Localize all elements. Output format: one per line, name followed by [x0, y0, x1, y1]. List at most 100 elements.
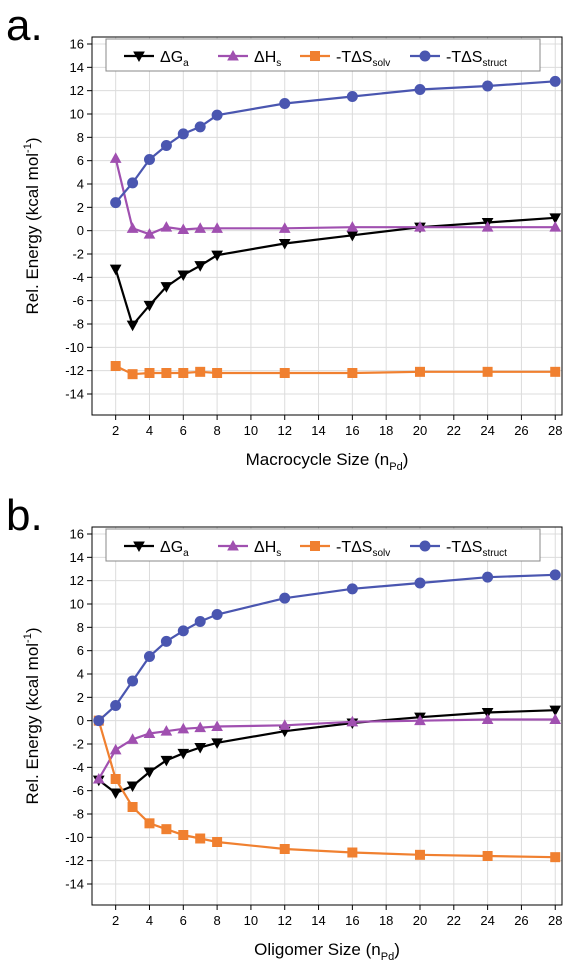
- marker: [126, 781, 139, 793]
- y-tick-label: -14: [65, 387, 84, 402]
- y-tick-label: 10: [70, 107, 84, 122]
- marker: [310, 541, 320, 551]
- marker: [194, 261, 207, 272]
- marker: [177, 722, 190, 734]
- marker: [212, 368, 223, 378]
- marker: [160, 635, 172, 647]
- plot-frame: [91, 36, 563, 416]
- panel-label: b.: [6, 491, 43, 540]
- legend: ΔGa ΔHs -TΔSsolv -TΔSstruct: [105, 38, 541, 72]
- marker: [419, 50, 431, 62]
- y-axis-label-sup: -1: [22, 633, 34, 643]
- marker: [194, 721, 207, 733]
- marker: [347, 847, 358, 858]
- marker: [143, 154, 155, 165]
- marker: [278, 239, 291, 250]
- marker: [143, 228, 156, 239]
- y-axis-label-end: ): [23, 137, 42, 143]
- x-tick-label: 26: [514, 913, 528, 928]
- marker: [110, 197, 122, 209]
- legend-label: ΔGa: [160, 49, 189, 69]
- marker: [550, 852, 561, 863]
- legend-name: -TΔS: [446, 539, 482, 556]
- y-tick-label: -6: [72, 783, 84, 798]
- y-axis-label-end: ): [23, 627, 42, 633]
- marker: [160, 725, 173, 736]
- marker: [211, 250, 223, 262]
- marker: [346, 715, 359, 727]
- x-tick-label: 6: [180, 423, 187, 438]
- x-tick-label: 10: [244, 913, 258, 928]
- marker: [310, 51, 320, 61]
- marker: [550, 366, 561, 377]
- marker: [127, 675, 139, 687]
- marker: [161, 824, 172, 835]
- marker: [110, 361, 121, 371]
- marker: [414, 849, 425, 860]
- marker: [482, 80, 494, 92]
- marker: [194, 222, 207, 233]
- y-tick-label: 14: [70, 60, 84, 75]
- x-tick-label: 16: [345, 913, 359, 928]
- marker: [346, 583, 358, 595]
- x-axis-label-text: Macrocycle Size (n: [246, 450, 390, 469]
- y-tick-label: -2: [72, 737, 84, 752]
- marker: [278, 222, 291, 233]
- x-tick-label: 10: [244, 423, 258, 438]
- legend-subscript: a: [183, 548, 189, 559]
- y-tick-label: 16: [70, 37, 84, 52]
- legend-name: -TΔS: [336, 539, 372, 556]
- y-tick-label: 4: [77, 177, 84, 192]
- legend-subscript: struct: [482, 548, 507, 559]
- y-tick-label: -4: [72, 270, 84, 285]
- x-tick-label: 6: [180, 913, 187, 928]
- legend-subscript: a: [183, 58, 189, 69]
- marker: [143, 727, 156, 738]
- y-tick-label: 6: [77, 643, 84, 658]
- legend-name: ΔH: [254, 539, 276, 556]
- marker: [414, 714, 426, 726]
- marker: [92, 772, 105, 784]
- marker: [482, 366, 493, 377]
- y-tick-label: 16: [70, 527, 84, 542]
- marker: [549, 713, 562, 724]
- marker: [194, 743, 207, 754]
- marker: [109, 743, 122, 755]
- x-axis-label-sub: Pd: [381, 951, 394, 963]
- y-tick-label: 6: [77, 153, 84, 168]
- x-tick-label: 26: [514, 423, 528, 438]
- x-tick-label: 4: [146, 423, 153, 438]
- legend-label: -TΔSstruct: [446, 539, 507, 559]
- x-tick-label: 2: [112, 913, 119, 928]
- marker: [127, 802, 138, 812]
- marker: [481, 713, 494, 724]
- y-tick-label: 0: [77, 223, 84, 238]
- marker: [126, 320, 139, 332]
- x-tick-label: 24: [480, 423, 494, 438]
- x-axis-label: Oligomer Size (nPd): [254, 940, 400, 963]
- x-tick-label: 22: [447, 913, 461, 928]
- marker: [194, 616, 206, 627]
- marker: [161, 368, 172, 378]
- x-tick-label: 2: [112, 423, 119, 438]
- y-tick-label: -4: [72, 760, 84, 775]
- y-tick-label: 14: [70, 550, 84, 565]
- x-axis-label: Macrocycle Size (nPd): [246, 450, 409, 473]
- panel-label: a.: [6, 1, 43, 50]
- x-tick-label: 12: [277, 913, 291, 928]
- marker: [549, 213, 562, 224]
- marker: [211, 609, 223, 620]
- marker: [177, 223, 190, 234]
- x-axis-label-end: ): [403, 450, 409, 469]
- series-line: [98, 573, 556, 722]
- y-axis-label: Rel. Energy (kcal mol-1): [22, 627, 42, 804]
- y-tick-label: 12: [70, 573, 84, 588]
- marker: [549, 75, 561, 87]
- x-tick-label: 14: [311, 423, 325, 438]
- marker: [143, 767, 156, 779]
- x-axis-label-end: ): [394, 940, 400, 959]
- marker: [126, 733, 139, 744]
- legend-name: ΔG: [160, 49, 183, 66]
- y-axis-label: Rel. Energy (kcal mol-1): [22, 137, 42, 314]
